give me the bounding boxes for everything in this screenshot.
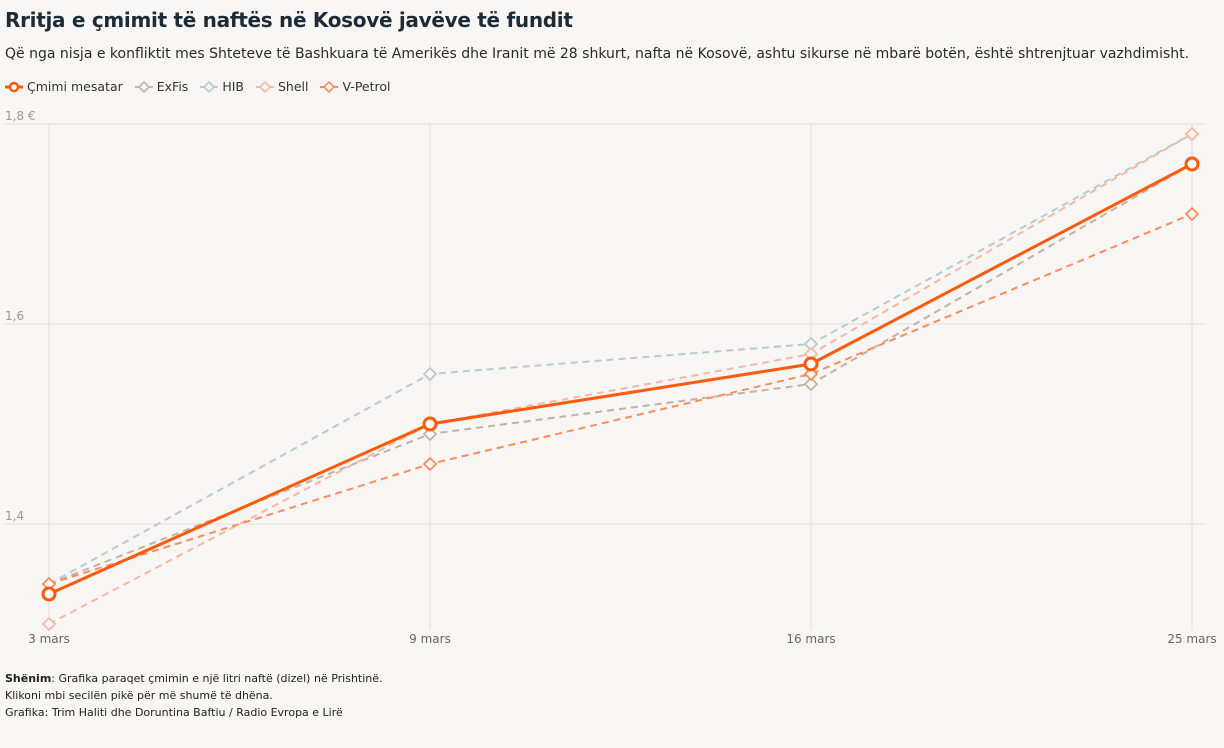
- series--mimi-mesatar-point[interactable]: [1184, 156, 1200, 172]
- legend-item[interactable]: ExFis: [134, 79, 189, 94]
- y-tick-label: 1,6: [5, 309, 24, 323]
- credit: Grafika: Trim Haliti dhe Doruntina Bafti…: [5, 706, 343, 719]
- y-tick-label: 1,4: [5, 509, 24, 523]
- note-label: Shënim: [5, 672, 52, 685]
- legend-marker-icon: [255, 80, 274, 93]
- series-exfis-point[interactable]: [803, 376, 819, 392]
- note-text: : Grafika paraqet çmimin e një litri naf…: [51, 672, 383, 685]
- legend-label: ExFis: [156, 79, 189, 94]
- series-v-petrol-line: [48, 213, 1193, 585]
- legend-label: HIB: [222, 79, 244, 94]
- series-hib-line: [48, 133, 1193, 585]
- chart-subtitle: Që nga nisja e konfliktit mes Shteteve t…: [5, 46, 1190, 62]
- series-shell-line: [48, 133, 1193, 625]
- x-tick-label: 3 mars: [28, 632, 70, 646]
- legend-label: Çmimi mesatar: [27, 79, 123, 94]
- legend-marker-icon: [200, 80, 219, 93]
- legend: Çmimi mesatar ExFis HIB Shell V-Petrol: [5, 79, 390, 94]
- legend-item[interactable]: Çmimi mesatar: [5, 79, 123, 94]
- legend-marker-icon: [5, 81, 23, 93]
- series-v-petrol-point[interactable]: [803, 366, 819, 382]
- series--mimi-mesatar-line: [48, 162, 1193, 596]
- legend-item[interactable]: HIB: [200, 79, 244, 94]
- note-click: Klikoni mbi secilën pikë për më shumë të…: [5, 689, 273, 702]
- series--mimi-mesatar-point[interactable]: [422, 416, 438, 432]
- series-v-petrol-point[interactable]: [1184, 206, 1200, 222]
- series--mimi-mesatar-point[interactable]: [41, 586, 57, 602]
- y-tick-label: 1,8 €: [5, 109, 36, 123]
- legend-marker-icon: [134, 80, 153, 93]
- x-tick-label: 25 mars: [1167, 632, 1216, 646]
- notes: Shënim: Grafika paraqet çmimin e një lit…: [5, 670, 383, 721]
- series-exfis-point[interactable]: [422, 426, 438, 442]
- series-hib-point[interactable]: [422, 366, 438, 382]
- series-shell-point[interactable]: [1184, 126, 1200, 142]
- x-tick-label: 9 mars: [409, 632, 451, 646]
- series--mimi-mesatar-point[interactable]: [803, 356, 819, 372]
- series-shell-point[interactable]: [41, 616, 57, 632]
- series-v-petrol-point[interactable]: [422, 456, 438, 472]
- legend-item[interactable]: Shell: [255, 79, 309, 94]
- line-chart: 1,4 1,6 1,8 € 3 mars 9 mars 16 mars 25 mars: [5, 109, 1217, 646]
- legend-label: V-Petrol: [342, 79, 391, 94]
- legend-item[interactable]: V-Petrol: [320, 79, 390, 94]
- chart-title: Rritja e çmimit të naftës në Kosovë javë…: [5, 8, 573, 32]
- x-tick-label: 16 mars: [786, 632, 835, 646]
- legend-label: Shell: [277, 79, 309, 94]
- legend-marker-icon: [320, 80, 339, 93]
- series-exfis-line: [48, 163, 1193, 585]
